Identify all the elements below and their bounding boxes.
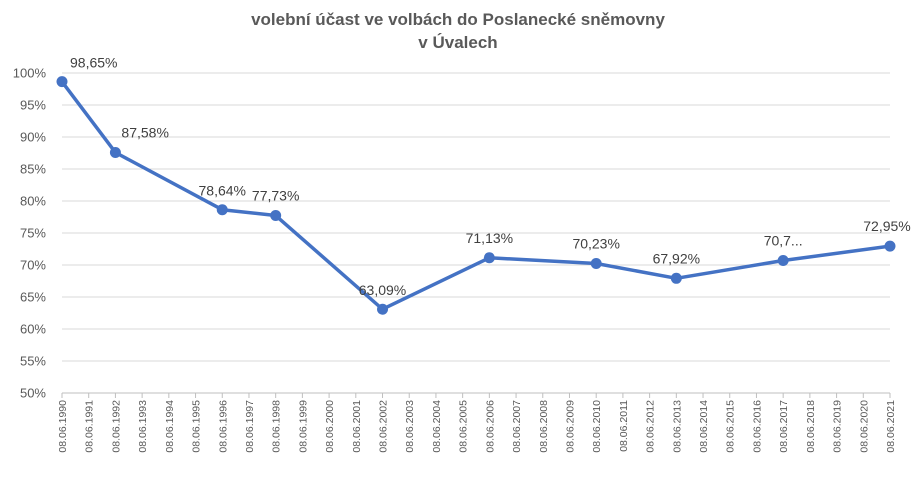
x-tick-label: 08.06.2002 <box>378 400 390 453</box>
data-label: 70,23% <box>572 236 619 252</box>
data-label: 78,64% <box>199 183 246 199</box>
data-label: 87,58% <box>121 124 168 140</box>
data-point <box>483 252 495 264</box>
x-tick-label: 08.06.2001 <box>351 400 363 453</box>
data-label: 72,95% <box>863 218 910 234</box>
y-tick-label: 60% <box>20 322 46 337</box>
data-point <box>56 76 68 88</box>
series-line <box>60 79 892 311</box>
y-tick-label: 100% <box>13 66 47 81</box>
x-tick-label: 08.06.2016 <box>751 400 763 453</box>
chart-title-line-2: v Úvalech <box>418 33 498 52</box>
x-tick-label: 08.06.2010 <box>591 400 603 453</box>
data-point <box>670 272 682 284</box>
data-label: 70,7... <box>764 233 803 249</box>
y-tick-label: 85% <box>20 162 46 177</box>
x-tick-label: 08.06.2021 <box>885 400 897 453</box>
data-point <box>590 258 602 270</box>
x-tick-label: 08.06.2014 <box>698 400 710 453</box>
data-point <box>377 303 389 315</box>
data-label: 63,09% <box>359 282 406 298</box>
x-tick-label: 08.06.1991 <box>84 400 96 453</box>
x-tick-label: 08.06.1994 <box>164 400 176 453</box>
data-point <box>216 204 228 216</box>
x-tick-label: 08.06.2015 <box>725 400 737 453</box>
x-tick-label: 08.06.2018 <box>805 400 817 453</box>
data-label: 98,65% <box>70 55 117 71</box>
y-tick-label: 50% <box>20 386 46 401</box>
x-tick-label: 08.06.1993 <box>137 400 149 453</box>
x-tick-label: 08.06.2017 <box>778 400 790 453</box>
x-tick-label: 08.06.2006 <box>484 400 496 453</box>
chart-title-line-1: volební účast ve volbách do Poslanecké s… <box>251 10 665 29</box>
y-tick-label: 80% <box>20 194 46 209</box>
chart-title: volební účast ve volbách do Poslanecké s… <box>0 8 916 54</box>
data-point <box>109 146 121 158</box>
x-tick-label: 08.06.2004 <box>431 400 443 453</box>
x-tick-label: 08.06.1990 <box>57 400 69 453</box>
x-tick-label: 08.06.1996 <box>217 400 229 453</box>
x-tick-label: 08.06.2020 <box>858 400 870 453</box>
x-tick-label: 08.06.2003 <box>404 400 416 453</box>
x-tick-label: 08.06.1999 <box>297 400 309 453</box>
data-label: 71,13% <box>466 230 513 246</box>
data-point <box>270 210 282 222</box>
x-tick-label: 08.06.2019 <box>832 400 844 453</box>
data-point <box>884 240 896 252</box>
x-tick-label: 08.06.2012 <box>645 400 657 453</box>
x-tick-label: 08.06.2013 <box>671 400 683 453</box>
x-tick-label: 08.06.1995 <box>191 400 203 453</box>
x-tick-label: 08.06.2008 <box>538 400 550 453</box>
x-tick-label: 08.06.2011 <box>618 400 630 452</box>
y-tick-label: 90% <box>20 130 46 145</box>
data-point <box>777 255 789 267</box>
x-tick-label: 08.06.1997 <box>244 400 256 453</box>
y-tick-label: 75% <box>20 226 46 241</box>
x-tick-label: 08.06.1992 <box>110 400 122 453</box>
x-tick-label: 08.06.2005 <box>458 400 470 453</box>
x-tick-label: 08.06.2007 <box>511 400 523 453</box>
data-label: 67,92% <box>653 250 700 266</box>
x-tick-label: 08.06.1998 <box>271 400 283 453</box>
x-tick-label: 08.06.2000 <box>324 400 336 453</box>
y-tick-label: 70% <box>20 258 46 273</box>
y-tick-label: 65% <box>20 290 46 305</box>
data-label: 77,73% <box>252 188 299 204</box>
x-tick-label: 08.06.2009 <box>564 400 576 453</box>
y-tick-label: 55% <box>20 354 46 369</box>
y-tick-label: 95% <box>20 98 46 113</box>
